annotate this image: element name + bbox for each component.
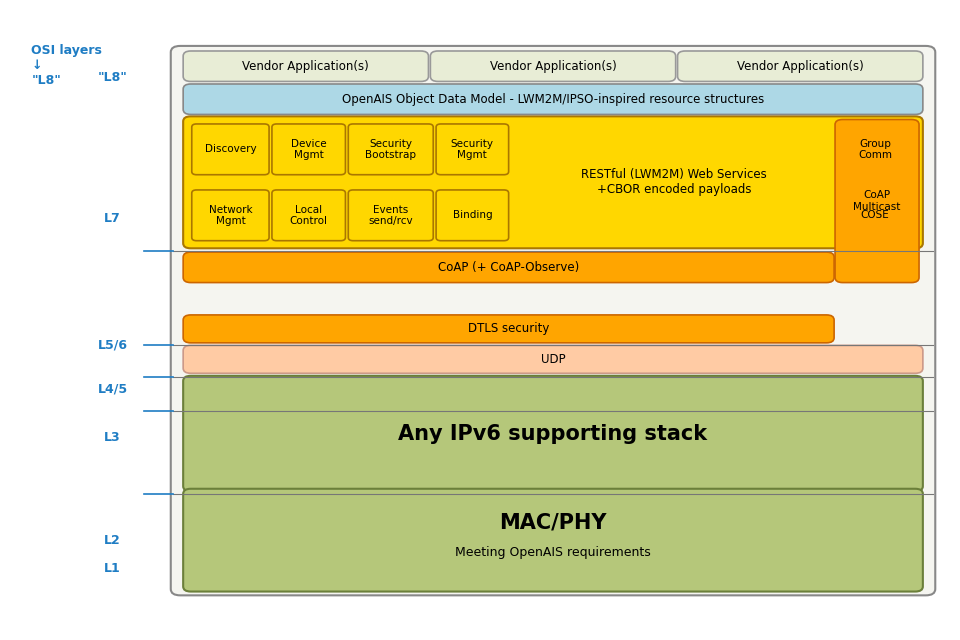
Text: L1: L1 bbox=[105, 562, 121, 575]
FancyBboxPatch shape bbox=[430, 51, 676, 81]
Text: L5/6: L5/6 bbox=[98, 339, 128, 352]
Text: UDP: UDP bbox=[540, 353, 565, 366]
Text: Security
Bootstrap: Security Bootstrap bbox=[365, 138, 417, 160]
FancyBboxPatch shape bbox=[348, 124, 433, 175]
Text: L2: L2 bbox=[105, 534, 121, 547]
Text: L3: L3 bbox=[105, 431, 121, 444]
Text: MAC/PHY: MAC/PHY bbox=[499, 513, 607, 532]
Text: Device
Mgmt: Device Mgmt bbox=[291, 138, 326, 160]
FancyBboxPatch shape bbox=[183, 489, 923, 591]
FancyBboxPatch shape bbox=[272, 190, 346, 241]
Text: RESTful (LWM2M) Web Services
+CBOR encoded payloads: RESTful (LWM2M) Web Services +CBOR encod… bbox=[581, 168, 767, 196]
FancyBboxPatch shape bbox=[183, 84, 923, 115]
Text: DTLS security: DTLS security bbox=[468, 323, 549, 335]
Text: "L8": "L8" bbox=[98, 71, 128, 84]
Text: COSE: COSE bbox=[861, 211, 890, 220]
Text: OpenAIS Object Data Model - LWM2M/IPSO-inspired resource structures: OpenAIS Object Data Model - LWM2M/IPSO-i… bbox=[342, 93, 764, 106]
Text: CoAP (+ CoAP-Observe): CoAP (+ CoAP-Observe) bbox=[438, 261, 579, 274]
Text: Vendor Application(s): Vendor Application(s) bbox=[490, 60, 616, 73]
FancyBboxPatch shape bbox=[183, 51, 428, 81]
Text: Events
send/rcv: Events send/rcv bbox=[369, 205, 413, 226]
Text: Discovery: Discovery bbox=[204, 145, 256, 154]
FancyBboxPatch shape bbox=[192, 190, 269, 241]
FancyBboxPatch shape bbox=[183, 346, 923, 373]
Text: OSI layers
↓
"L8": OSI layers ↓ "L8" bbox=[32, 44, 103, 87]
Text: Vendor Application(s): Vendor Application(s) bbox=[737, 60, 864, 73]
Text: Any IPv6 supporting stack: Any IPv6 supporting stack bbox=[398, 424, 708, 444]
Text: Meeting OpenAIS requirements: Meeting OpenAIS requirements bbox=[455, 547, 651, 559]
Text: Vendor Application(s): Vendor Application(s) bbox=[243, 60, 370, 73]
FancyBboxPatch shape bbox=[183, 116, 923, 248]
Text: L4/5: L4/5 bbox=[98, 382, 128, 395]
FancyBboxPatch shape bbox=[678, 51, 923, 81]
FancyBboxPatch shape bbox=[272, 124, 346, 175]
Text: Binding: Binding bbox=[452, 211, 492, 220]
FancyBboxPatch shape bbox=[171, 46, 935, 595]
FancyBboxPatch shape bbox=[835, 120, 919, 283]
FancyBboxPatch shape bbox=[836, 124, 914, 175]
Text: Group
Comm: Group Comm bbox=[858, 138, 892, 160]
FancyBboxPatch shape bbox=[183, 315, 834, 343]
Text: L7: L7 bbox=[105, 212, 121, 225]
FancyBboxPatch shape bbox=[183, 376, 923, 492]
FancyBboxPatch shape bbox=[436, 124, 509, 175]
Text: CoAP
Multicast: CoAP Multicast bbox=[853, 190, 900, 212]
Text: Network
Mgmt: Network Mgmt bbox=[208, 205, 252, 226]
FancyBboxPatch shape bbox=[436, 190, 509, 241]
FancyBboxPatch shape bbox=[192, 124, 269, 175]
Text: Security
Mgmt: Security Mgmt bbox=[451, 138, 493, 160]
FancyBboxPatch shape bbox=[183, 252, 834, 283]
FancyBboxPatch shape bbox=[348, 190, 433, 241]
FancyBboxPatch shape bbox=[836, 190, 914, 241]
Text: Local
Control: Local Control bbox=[290, 205, 327, 226]
